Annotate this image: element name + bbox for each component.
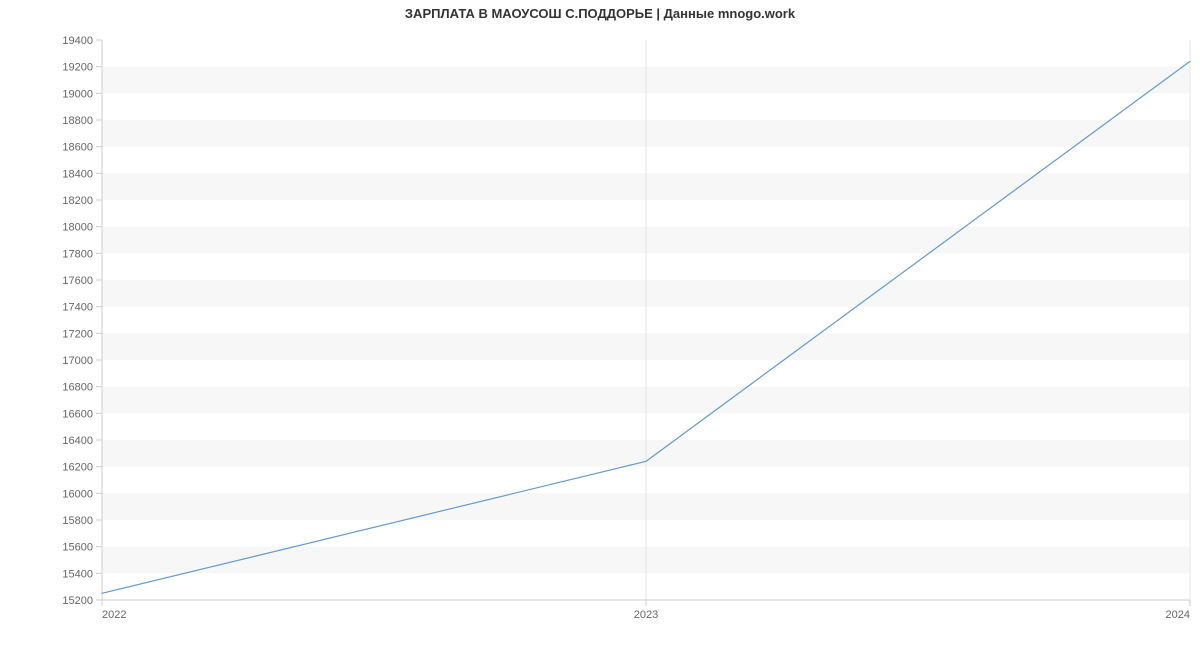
svg-text:18400: 18400	[62, 168, 93, 180]
svg-text:19000: 19000	[62, 88, 93, 100]
svg-text:19400: 19400	[62, 35, 93, 47]
svg-text:2023: 2023	[634, 609, 658, 621]
svg-text:18200: 18200	[62, 195, 93, 207]
svg-text:18000: 18000	[62, 222, 93, 234]
svg-text:17800: 17800	[62, 248, 93, 260]
svg-text:16600: 16600	[62, 408, 93, 420]
svg-text:15400: 15400	[62, 568, 93, 580]
chart-title: ЗАРПЛАТА В МАОУСОШ С.ПОДДОРЬЕ | Данные m…	[0, 6, 1200, 21]
svg-text:17000: 17000	[62, 355, 93, 367]
svg-text:17400: 17400	[62, 302, 93, 314]
svg-text:16200: 16200	[62, 462, 93, 474]
svg-text:18800: 18800	[62, 115, 93, 127]
svg-text:15800: 15800	[62, 515, 93, 527]
svg-text:2024: 2024	[1166, 609, 1190, 621]
svg-text:15200: 15200	[62, 595, 93, 607]
svg-text:2022: 2022	[102, 609, 126, 621]
chart-svg: 15200 15400 15600 15800 16000 16200 16400 16600…	[0, 0, 1200, 650]
svg-text:16400: 16400	[62, 435, 93, 447]
svg-text:17600: 17600	[62, 275, 93, 287]
svg-text:19200: 19200	[62, 62, 93, 74]
svg-text:15600: 15600	[62, 542, 93, 554]
svg-text:18600: 18600	[62, 142, 93, 154]
svg-text:16800: 16800	[62, 382, 93, 394]
salary-line-chart: ЗАРПЛАТА В МАОУСОШ С.ПОДДОРЬЕ | Данные m…	[0, 0, 1200, 650]
svg-text:17200: 17200	[62, 328, 93, 340]
svg-text:16000: 16000	[62, 488, 93, 500]
